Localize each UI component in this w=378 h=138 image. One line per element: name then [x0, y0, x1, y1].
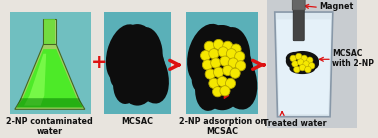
Ellipse shape	[187, 24, 228, 86]
Text: 2-NP adsorption on
MCSAC: 2-NP adsorption on MCSAC	[178, 117, 266, 136]
FancyBboxPatch shape	[292, 0, 305, 10]
Ellipse shape	[195, 58, 227, 111]
Text: MCSAC: MCSAC	[121, 117, 153, 126]
Ellipse shape	[195, 25, 249, 110]
Circle shape	[228, 58, 239, 68]
Ellipse shape	[301, 57, 319, 70]
Circle shape	[211, 58, 221, 68]
Circle shape	[209, 49, 219, 59]
Circle shape	[305, 66, 311, 73]
Text: Magnet: Magnet	[319, 2, 353, 11]
Circle shape	[226, 49, 237, 59]
Ellipse shape	[124, 27, 150, 69]
Text: +: +	[90, 54, 107, 72]
Circle shape	[217, 76, 227, 87]
Ellipse shape	[134, 27, 163, 73]
Circle shape	[223, 65, 233, 75]
Ellipse shape	[286, 52, 304, 65]
Ellipse shape	[106, 24, 143, 83]
FancyBboxPatch shape	[104, 12, 170, 114]
Polygon shape	[277, 19, 331, 114]
Ellipse shape	[208, 25, 236, 69]
Ellipse shape	[286, 51, 319, 71]
FancyBboxPatch shape	[267, 0, 357, 128]
FancyBboxPatch shape	[293, 2, 304, 41]
FancyBboxPatch shape	[10, 12, 91, 114]
Circle shape	[214, 39, 223, 50]
Circle shape	[307, 57, 313, 63]
Polygon shape	[17, 49, 83, 108]
Circle shape	[231, 44, 241, 54]
Circle shape	[223, 41, 233, 51]
Circle shape	[294, 66, 300, 73]
Polygon shape	[17, 98, 83, 108]
Ellipse shape	[290, 63, 315, 74]
Circle shape	[290, 55, 296, 62]
Circle shape	[230, 68, 240, 78]
Circle shape	[218, 47, 228, 57]
Polygon shape	[275, 12, 333, 117]
Ellipse shape	[113, 24, 161, 106]
Circle shape	[205, 69, 215, 79]
Circle shape	[225, 78, 235, 88]
Ellipse shape	[139, 42, 165, 79]
Circle shape	[301, 55, 307, 62]
Ellipse shape	[113, 54, 143, 104]
Ellipse shape	[132, 45, 169, 104]
Text: MCSAC
with 2-NP: MCSAC with 2-NP	[332, 49, 374, 68]
Circle shape	[297, 59, 304, 65]
FancyBboxPatch shape	[186, 12, 258, 114]
Circle shape	[214, 67, 223, 77]
Ellipse shape	[220, 27, 250, 75]
Polygon shape	[44, 19, 55, 44]
Polygon shape	[24, 54, 46, 106]
Circle shape	[235, 61, 246, 71]
Circle shape	[209, 78, 219, 88]
Circle shape	[220, 86, 230, 96]
Circle shape	[303, 61, 309, 67]
Text: Treated water: Treated water	[263, 119, 327, 128]
Circle shape	[299, 64, 306, 71]
Circle shape	[201, 51, 211, 61]
Ellipse shape	[110, 51, 135, 88]
Circle shape	[220, 56, 230, 66]
Text: 2-NP contaminated
water: 2-NP contaminated water	[6, 117, 93, 136]
Circle shape	[235, 51, 245, 62]
Circle shape	[212, 87, 223, 97]
Ellipse shape	[225, 42, 253, 82]
Circle shape	[292, 61, 298, 67]
Polygon shape	[15, 44, 85, 109]
Polygon shape	[43, 18, 56, 44]
Circle shape	[308, 63, 315, 69]
Ellipse shape	[217, 48, 257, 110]
Circle shape	[296, 53, 302, 60]
Circle shape	[204, 41, 214, 51]
Circle shape	[202, 60, 212, 70]
Ellipse shape	[192, 54, 220, 93]
